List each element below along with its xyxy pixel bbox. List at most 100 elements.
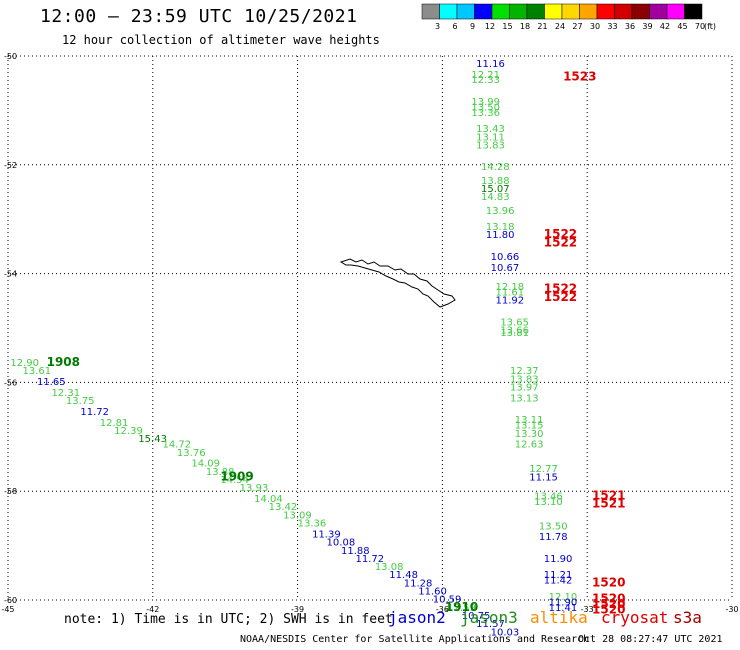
- swh-value-label: 11.72: [80, 407, 109, 418]
- swh-value-label: 13.15: [515, 421, 544, 432]
- swh-value-label: 13.11: [515, 415, 544, 426]
- swh-value-label: 12.10: [549, 592, 578, 603]
- swh-value-label: 13.93: [240, 483, 269, 494]
- wave-height-points: 11.1612.2112.3313.9913.5013.3613.4313.11…: [10, 59, 625, 638]
- swh-value-label: 13.83: [476, 140, 505, 151]
- swh-value-label: 13.08: [375, 562, 404, 573]
- swh-value-label: 12.31: [51, 388, 80, 399]
- colorbar-label: 27: [572, 22, 582, 31]
- colorbar-swatch: [649, 3, 668, 20]
- swh-value-label: 13.83: [510, 374, 539, 385]
- colorbar-label: 42: [660, 22, 670, 31]
- pass-time-label: 1909: [220, 469, 253, 483]
- swh-value-label: 13.50: [539, 521, 568, 532]
- swh-value-label: 11.39: [312, 529, 341, 540]
- legend-altika: altika: [530, 608, 588, 627]
- swh-value-label: 13.36: [471, 108, 500, 119]
- colorbar-label: 3: [435, 22, 440, 31]
- colorbar-label: 70: [695, 22, 705, 31]
- colorbar-swatch: [421, 3, 440, 20]
- colorbar-swatch: [631, 3, 650, 20]
- swh-value-label: 13.30: [515, 429, 544, 440]
- swh-value-label: 13.65: [500, 317, 529, 328]
- colorbar-label: 18: [520, 22, 530, 31]
- swh-value-label: 11.65: [37, 377, 66, 388]
- pass-time-label: 1522: [544, 282, 577, 296]
- swh-value-label: 12.18: [495, 282, 524, 293]
- pass-time-label: 1910: [445, 600, 478, 614]
- swh-value-label: 11.16: [476, 59, 505, 70]
- swh-value-label: 10.03: [491, 627, 520, 638]
- swh-value-label: 12.63: [515, 440, 544, 451]
- latitude-tick-label: -52: [4, 161, 17, 170]
- swh-value-label: 14.28: [481, 162, 510, 173]
- pass-time-label: 1520: [592, 603, 625, 617]
- colorbar-swatch: [544, 3, 563, 20]
- colorbar-swatch: [439, 3, 458, 20]
- page-title: 12:00 — 23:59 UTC 10/25/2021: [40, 6, 358, 27]
- longitude-tick-label: -30: [725, 605, 738, 614]
- swh-value-label: 14.09: [191, 459, 220, 470]
- swh-value-label: 12.90: [10, 358, 39, 369]
- longitude-tick-label: -45: [1, 605, 14, 614]
- swh-value-label: 13.13: [510, 393, 539, 404]
- latitude-tick-label: -60: [4, 596, 17, 605]
- swh-value-label: 13.09: [283, 510, 312, 521]
- colorbar-label: 30: [590, 22, 600, 31]
- swh-value-label: 11.92: [495, 296, 524, 307]
- swh-value-label: 13.61: [22, 366, 51, 377]
- swh-value-label: 12.33: [471, 75, 500, 86]
- pass-time-label: 1521: [592, 488, 625, 502]
- pass-time-label: 1522: [544, 290, 577, 304]
- swh-value-label: 13.43: [476, 124, 505, 135]
- swh-value-label: 13.81: [500, 328, 529, 339]
- swh-value-label: 11.48: [389, 570, 418, 581]
- swh-value-label: 14.72: [162, 440, 191, 451]
- colorbar-swatch: [456, 3, 475, 20]
- swh-value-label: 11.90: [549, 597, 578, 608]
- latitude-tick-label: -56: [4, 378, 17, 387]
- swh-value-label: 15.07: [481, 184, 510, 195]
- legend-jason2-label: jason2: [388, 608, 446, 627]
- swh-value-label: 13.88: [481, 176, 510, 187]
- pass-time-label: 1520: [592, 592, 625, 606]
- swh-value-label: 10.08: [327, 538, 356, 549]
- pass-time-label: 1908: [47, 355, 80, 369]
- swh-value-label: 11.21: [544, 570, 573, 581]
- footnote: note: 1) Time is in UTC; 2) SWH is in fe…: [64, 612, 393, 627]
- legend-s3a: s3a: [673, 608, 702, 627]
- colorbar-label: 36: [625, 22, 635, 31]
- longitude-tick-label: -36: [436, 605, 449, 614]
- swh-value-label: 15.43: [138, 434, 167, 445]
- swh-value-label: 11.78: [539, 532, 568, 543]
- latitude-tick-label: -50: [4, 52, 17, 61]
- swh-value-label: 12.39: [114, 426, 143, 437]
- swh-value-label: 12.37: [510, 366, 539, 377]
- colorbar-swatch: [509, 3, 528, 20]
- swh-value-label: 11.15: [529, 472, 558, 483]
- colorbar-swatch: [684, 3, 703, 20]
- swh-value-label: 11.72: [356, 554, 385, 565]
- island-outline: [339, 258, 456, 308]
- colorbar-label: 15: [502, 22, 512, 31]
- swh-value-label: 10.59: [433, 595, 462, 606]
- swh-value-label: 13.97: [510, 383, 539, 394]
- swh-value-label: 11.57: [476, 619, 505, 630]
- swh-value-label: 11.60: [418, 587, 447, 598]
- swh-value-label: 13.96: [486, 206, 515, 217]
- swh-value-label: 11.61: [495, 287, 524, 298]
- legend-altika-label: altika: [530, 608, 588, 627]
- swh-value-label: 13.66: [500, 325, 529, 336]
- swh-value-label: 13.10: [534, 497, 563, 508]
- colorbar-label: 12: [485, 22, 495, 31]
- swh-value-label: 12.81: [100, 418, 129, 429]
- legend-jason3: jason3: [460, 608, 518, 627]
- pass-time-label: 1520: [592, 597, 625, 611]
- colorbar-swatch: [474, 3, 493, 20]
- longitude-tick-label: -39: [291, 605, 304, 614]
- swh-value-label: 11.80: [486, 230, 515, 241]
- page-subtitle: 12 hour collection of altimeter wave hei…: [62, 33, 380, 47]
- swh-value-label: 13.76: [177, 448, 206, 459]
- colorbar-swatch: [491, 3, 510, 20]
